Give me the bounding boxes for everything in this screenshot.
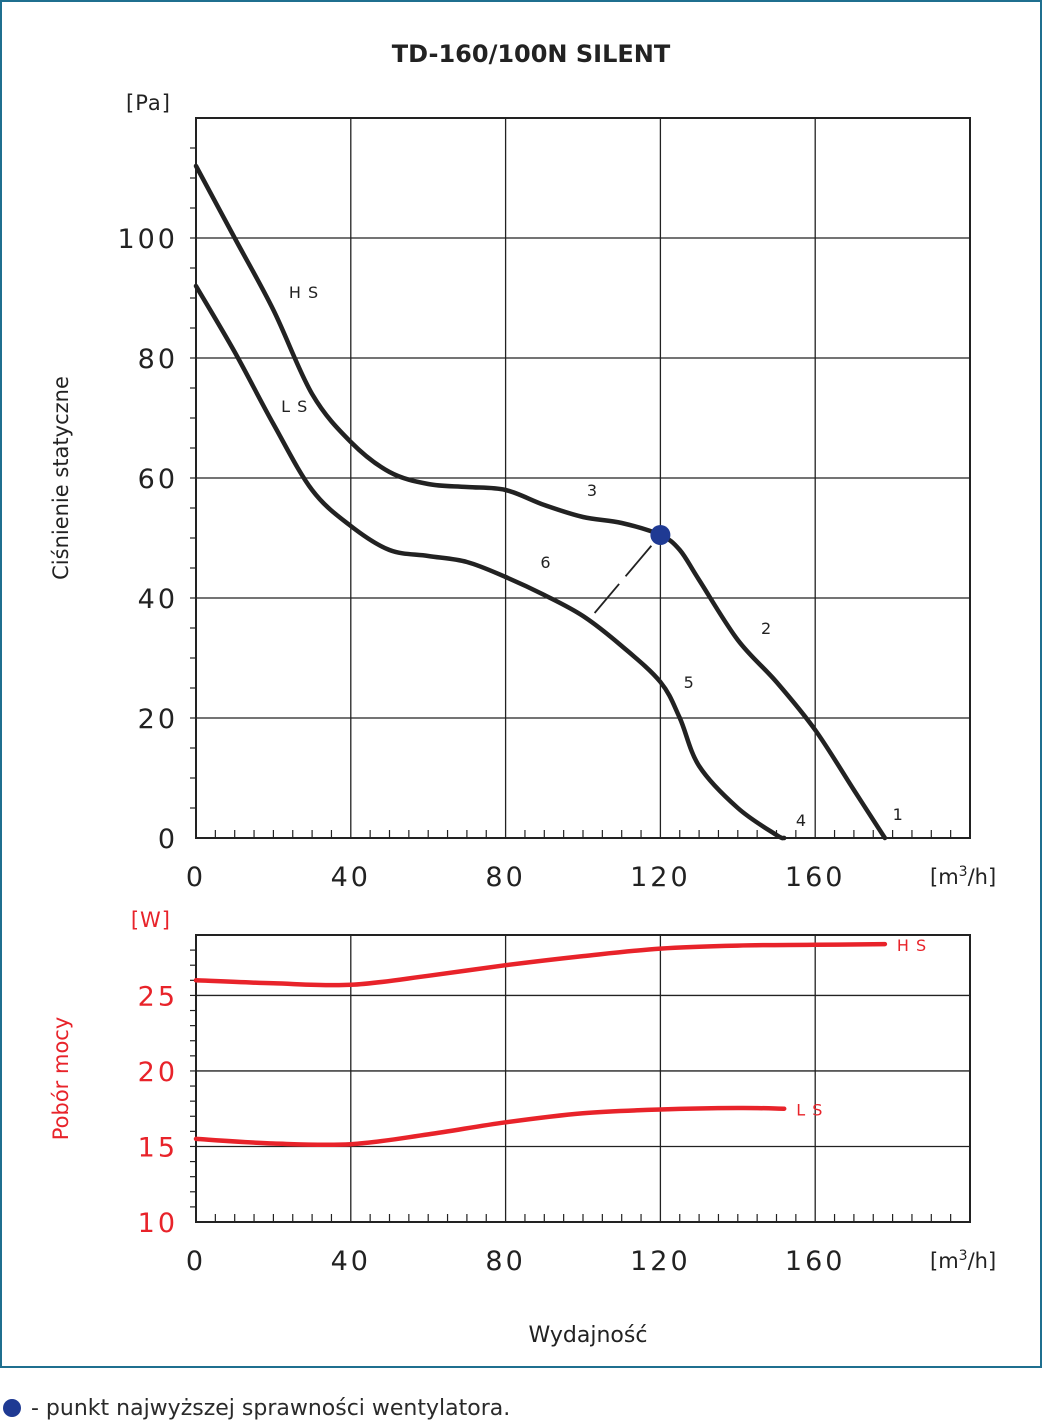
x-tick-label: 40 (331, 1246, 371, 1277)
plot-frame (195, 934, 971, 1223)
series-line-ls (193, 283, 787, 841)
y-axis-title: Pobór mocy (49, 1017, 73, 1141)
x-unit-tail: /h] (968, 865, 997, 889)
x-tick-label: 160 (785, 1246, 846, 1277)
x-unit-base: [m (930, 1249, 959, 1273)
x-tick-label: 0 (186, 1246, 206, 1277)
curve-label: 2 (761, 619, 772, 638)
series-label: L S (796, 1101, 823, 1120)
x-unit-superscript: 3 (959, 1248, 968, 1264)
legend: - punkt najwyższej sprawności wentylator… (0, 1392, 510, 1424)
chart-title: TD-160/100N SILENT (392, 40, 671, 68)
x-tick-label: 80 (485, 1246, 525, 1277)
curve-label: 4 (796, 811, 807, 830)
x-tick-label: 120 (630, 1246, 691, 1277)
x-tick-label: 160 (785, 862, 846, 893)
x-tick-label: 40 (331, 862, 371, 893)
series-line-ls (193, 1105, 787, 1148)
series-line-hs (193, 163, 888, 841)
x-tick-label: 120 (630, 862, 691, 893)
x-unit-tail: /h] (968, 1249, 997, 1273)
x-tick-label: 80 (485, 862, 525, 893)
y-axis-title: Ciśnienie statyczne (49, 376, 73, 580)
y-tick-label: 20 (138, 1057, 178, 1088)
efficiency-point-marker (650, 525, 671, 545)
curve-label: L S (281, 397, 308, 416)
y-unit-label: [Pa] (126, 91, 171, 115)
curve-label: 5 (684, 673, 695, 692)
curve-label: 1 (893, 805, 904, 824)
y-tick-label: 10 (138, 1208, 178, 1239)
efficiency-connector-line (593, 534, 662, 614)
y-tick-label: 15 (138, 1132, 178, 1163)
curve-label: 6 (540, 553, 551, 572)
series-label: H S (897, 936, 927, 955)
legend-text: - punkt najwyższej sprawności wentylator… (31, 1395, 511, 1421)
y-tick-label: 100 (117, 224, 178, 255)
y-tick-label: 20 (138, 704, 178, 735)
y-unit-label: [W] (131, 908, 171, 932)
y-tick-label: 25 (138, 981, 178, 1012)
y-tick-label: 80 (138, 344, 178, 375)
y-tick-label: 40 (138, 584, 178, 615)
x-unit-base: [m (930, 865, 959, 889)
x-tick-label: 0 (186, 862, 206, 893)
x-axis-title: Wydajność (529, 1323, 648, 1348)
efficiency-point-icon (3, 1399, 21, 1417)
fan-performance-chart: TD-160/100N SILENT 0 40 80 120 1600204060801… (49, 40, 996, 1348)
x-unit-label: [m3/h] (930, 1248, 996, 1273)
x-unit-label: [m3/h] (930, 864, 996, 889)
series-line-hs (193, 941, 888, 988)
curve-label: 3 (587, 481, 598, 500)
chart-frame (0, 0, 1042, 1368)
power-chart: 0 40 80 120 160 10 15 20 25 [W] [m3/h] Pobór mocy Wy… (49, 908, 996, 1348)
plot-frame (195, 117, 971, 839)
x-unit-superscript: 3 (959, 864, 968, 880)
curve-label: H S (289, 283, 319, 302)
y-tick-label: 60 (138, 464, 178, 495)
pressure-chart: 0 40 80 120 160020406080100[Pa][m3/h]Ciśnien… (49, 91, 996, 893)
y-tick-label: 0 (158, 824, 178, 855)
